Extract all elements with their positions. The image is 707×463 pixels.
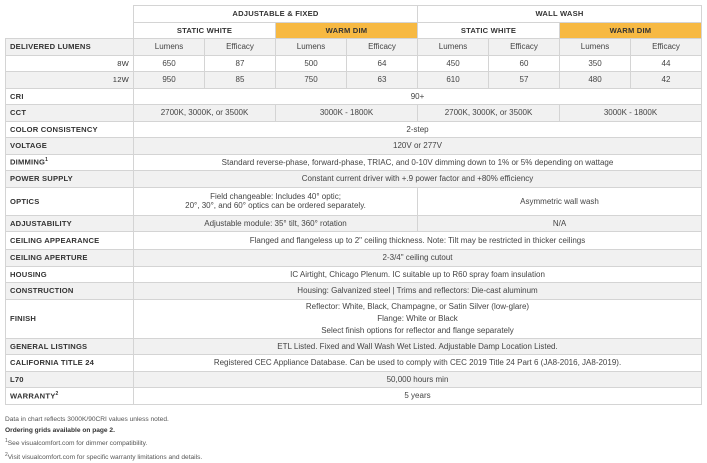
row-label: CONSTRUCTION [5, 282, 134, 300]
static-white-header: STATIC WHITE [417, 21, 560, 39]
lumens-value: 610 [417, 71, 489, 89]
row-label: WARRANTY2 [5, 387, 134, 405]
efficacy-value: 44 [630, 54, 702, 72]
cri-value: 90+ [133, 87, 702, 105]
row-label: CEILING APERTURE [5, 249, 134, 267]
row-label: OPTICS [5, 186, 134, 216]
cct-value: 2700K, 3000K, or 3500K [417, 104, 560, 122]
cct-value: 3000K - 1800K [275, 104, 418, 122]
row-label: CRI [5, 87, 134, 105]
col-lumens: Lumens [133, 38, 205, 56]
row-label: L70 [5, 370, 134, 388]
static-white-header: STATIC WHITE [133, 21, 276, 39]
row-label: COLOR CONSISTENCY [5, 120, 134, 138]
lumens-value: 950 [133, 71, 205, 89]
footnote-mark: 2 [55, 390, 59, 397]
note: Ordering grids available on page 2. [5, 426, 202, 437]
col-lumens: Lumens [417, 38, 489, 56]
footnote-mark: 1 [5, 438, 8, 444]
wattage-label: 12W [5, 71, 134, 89]
optics-wallwash: Asymmetric wall wash [417, 186, 702, 216]
efficacy-value: 64 [346, 54, 418, 72]
row-label: FINISH [5, 298, 134, 339]
adjust-value: Adjustable module: 35° tilt, 360° rotati… [133, 214, 418, 232]
efficacy-value: 57 [488, 71, 560, 89]
finish-value: Reflector: White, Black, Champagne, or S… [133, 298, 702, 339]
label-text: WARRANTY [10, 391, 56, 401]
row-label: POWER SUPPLY [5, 170, 134, 188]
title24-value: Registered CEC Appliance Database. Can b… [133, 354, 702, 372]
lumens-value: 450 [417, 54, 489, 72]
finish-line: Flange: White or Black [377, 313, 458, 323]
cct-value: 2700K, 3000K, or 3500K [133, 104, 276, 122]
note-text: Visit visualcomfort.com for specific war… [7, 453, 203, 461]
efficacy-value: 60 [488, 54, 560, 72]
aperture-value: 2-3/4" ceiling cutout [133, 249, 702, 267]
row-label: CCT [5, 104, 134, 122]
row-label: GENERAL LISTINGS [5, 337, 134, 355]
note-text: See visualcomfort.com for dimmer compati… [7, 440, 148, 448]
group-adjustable-fixed: ADJUSTABLE & FIXED [133, 5, 418, 23]
col-lumens: Lumens [275, 38, 347, 56]
col-efficacy: Efficacy [488, 38, 560, 56]
l70-value: 50,000 hours min [133, 370, 702, 388]
row-label: ADJUSTABILITY [5, 214, 134, 232]
finish-line: Select finish options for reflector and … [321, 325, 514, 335]
row-label: DELIVERED LUMENS [5, 38, 134, 56]
row-label: HOUSING [5, 265, 134, 283]
listings-value: ETL Listed. Fixed and Wall Wash Wet List… [133, 337, 702, 355]
dimming-value: Standard reverse-phase, forward-phase, T… [133, 153, 702, 171]
col-efficacy: Efficacy [630, 38, 702, 56]
row-label: CEILING APPEARANCE [5, 231, 134, 250]
col-efficacy: Efficacy [204, 38, 276, 56]
lumens-row-12w: 12W 950 85 750 63 610 57 480 42 [5, 71, 702, 89]
footnotes: Data in chart reflects 3000K/90CRI value… [5, 415, 202, 463]
lumens-value: 480 [559, 71, 631, 89]
footnote-mark: 1 [45, 157, 49, 164]
power-value: Constant current driver with +.9 power f… [133, 170, 702, 188]
row-label: VOLTAGE [5, 137, 134, 155]
efficacy-value: 63 [346, 71, 418, 89]
note: Data in chart reflects 3000K/90CRI value… [5, 416, 169, 423]
color-value: 2-step [133, 120, 702, 138]
warranty-value: 5 years [133, 387, 702, 405]
construction-value: Housing: Galvanized steel | Trims and re… [133, 282, 702, 300]
finish-line: Reflector: White, Black, Champagne, or S… [305, 301, 530, 311]
row-label: CALIFORNIA TITLE 24 [5, 354, 134, 372]
spec-table: ADJUSTABLE & FIXED WALL WASH STATIC WHITE… [5, 5, 702, 405]
ceiling-value: Flanged and flangeless up to 2" ceiling … [133, 231, 702, 250]
lumens-value: 750 [275, 71, 347, 89]
efficacy-value: 42 [630, 71, 702, 89]
col-lumens: Lumens [559, 38, 631, 56]
lumens-row-8w: 8W 650 87 500 64 450 60 350 44 [5, 54, 702, 72]
lumens-value: 500 [275, 54, 347, 72]
corner [5, 5, 134, 39]
row-label: DIMMING1 [5, 153, 134, 171]
note: 2Visit visualcomfort.com for specific wa… [5, 450, 202, 463]
cct-value: 3000K - 1800K [559, 104, 702, 122]
label-text: DIMMING [10, 158, 46, 168]
group-wall-wash: WALL WASH [417, 5, 702, 23]
col-efficacy: Efficacy [346, 38, 418, 56]
efficacy-value: 87 [204, 54, 276, 72]
note: 1See visualcomfort.com for dimmer compat… [5, 436, 202, 450]
efficacy-value: 85 [204, 71, 276, 89]
voltage-value: 120V or 277V [133, 137, 702, 155]
warm-dim-header: WARM DIM [275, 21, 418, 39]
wattage-label: 8W [5, 54, 134, 72]
note-bold: Ordering grids available on page 2. [5, 426, 115, 434]
warm-dim-header: WARM DIM [559, 21, 702, 39]
footnote-mark: 2 [5, 451, 8, 458]
housing-value: IC Airtight, Chicago Plenum. IC suitable… [133, 265, 702, 283]
optics-adjustable: Field changeable: Includes 40° optic; 20°… [133, 186, 418, 216]
lumens-value: 650 [133, 54, 205, 72]
optics-line: 20°, 30°, and 60° optics can be ordered … [185, 201, 366, 210]
optics-line: Field changeable: Includes 40° optic; [210, 192, 341, 201]
adjust-value: N/A [417, 214, 702, 232]
lumens-value: 350 [559, 54, 631, 72]
